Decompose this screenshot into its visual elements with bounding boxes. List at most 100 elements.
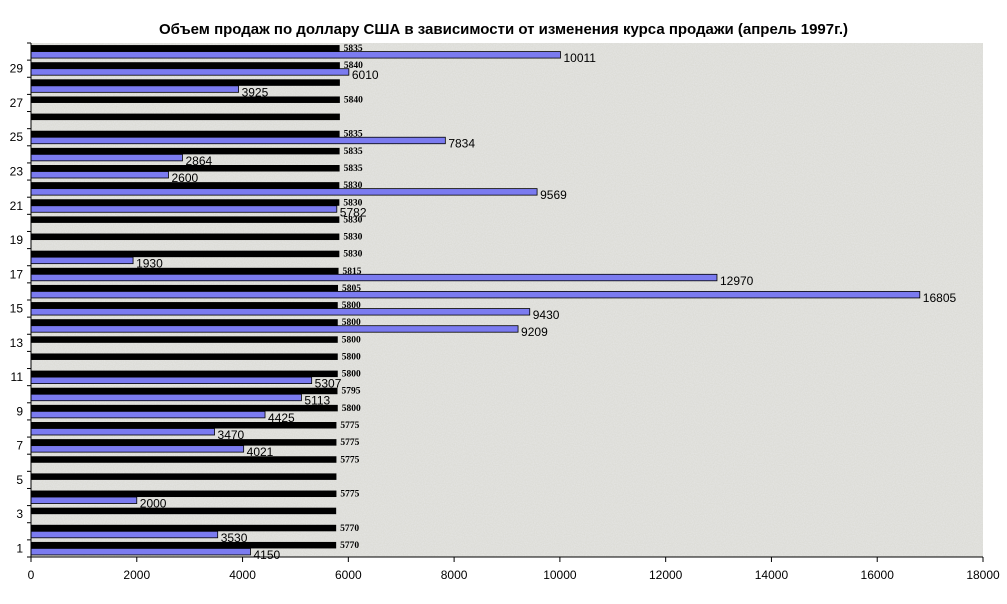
volume-bar: [30, 376, 313, 385]
volume-bar: [30, 51, 561, 59]
rate-data-label: 5795: [341, 387, 360, 397]
y-tick-label: 9: [16, 404, 23, 418]
y-tick-label: 29: [10, 62, 24, 76]
volume-bar: [30, 325, 519, 333]
volume-data-label: 2864: [185, 154, 212, 168]
rate-bar: [31, 439, 337, 446]
volume-bar: [30, 85, 239, 93]
y-tick-label: 15: [10, 302, 24, 316]
rate-data-label: 5770: [340, 524, 359, 534]
rate-bar: [31, 233, 340, 241]
chart-title: Объем продаж по доллару США в зависимост…: [158, 21, 849, 38]
volume-data-label: 4021: [247, 445, 274, 459]
rate-data-label: 5840: [344, 95, 363, 105]
rate-bar: [31, 267, 339, 275]
rate-bar: [31, 336, 338, 343]
rate-data-label: 5775: [340, 455, 359, 465]
volume-data-label: 16805: [923, 291, 957, 305]
y-tick-label: 5: [16, 473, 23, 487]
rate-data-label: 5835: [344, 147, 363, 157]
volume-bar: [30, 153, 183, 162]
x-tick-label: 4000: [229, 568, 256, 582]
rate-data-label: 5840: [344, 61, 363, 71]
y-tick-label: 21: [10, 199, 24, 213]
volume-bar: [30, 256, 134, 265]
volume-bar: [30, 188, 538, 196]
x-tick-label: 16000: [861, 568, 895, 582]
volume-data-label: 2600: [172, 171, 199, 185]
volume-bar: [30, 445, 245, 453]
rate-data-label: 5830: [343, 250, 362, 260]
rate-data-label: 5800: [342, 352, 361, 362]
volume-bar: [30, 410, 266, 419]
rate-bar: [31, 524, 337, 532]
rate-bar: [31, 182, 340, 189]
y-tick-label: 27: [10, 96, 24, 110]
rate-bar: [31, 96, 340, 103]
rate-bar: [31, 370, 338, 378]
rate-data-label: 5830: [343, 233, 362, 243]
y-tick-label: 1: [16, 541, 23, 555]
y-tick-label: 7: [16, 439, 23, 453]
volume-bar: [30, 291, 921, 299]
rate-data-label: 5835: [344, 130, 363, 140]
volume-data-label: 9209: [521, 325, 548, 339]
rate-bar: [31, 199, 340, 206]
x-tick-label: 0: [28, 568, 35, 582]
rate-data-label: 5800: [342, 370, 361, 380]
volume-bar: [30, 136, 446, 145]
rate-bar: [31, 284, 339, 292]
rate-data-label: 5775: [340, 438, 359, 448]
rate-bar: [31, 507, 337, 515]
volume-bar: [30, 68, 350, 76]
volume-data-label: 9569: [540, 188, 567, 202]
y-tick-label: 17: [10, 267, 24, 281]
rate-bar: [31, 302, 338, 309]
volume-data-label: 1930: [136, 257, 163, 271]
rate-bar: [31, 353, 338, 360]
volume-bar: [30, 308, 531, 316]
x-tick-label: 2000: [123, 568, 150, 582]
y-tick-label: 25: [10, 130, 24, 144]
x-tick-label: 10000: [543, 568, 577, 582]
rate-data-label: 5830: [343, 198, 362, 208]
rate-bar: [31, 216, 340, 223]
rate-bar: [31, 113, 340, 121]
volume-data-label: 3530: [221, 531, 248, 545]
volume-data-label: 3470: [218, 428, 245, 442]
x-tick-label: 14000: [755, 568, 789, 582]
volume-data-label: 7834: [448, 137, 475, 151]
rate-data-label: 5830: [343, 181, 362, 191]
volume-bar: [30, 273, 718, 282]
rate-data-label: 5775: [340, 421, 359, 431]
y-tick-label: 11: [11, 370, 24, 384]
rate-bar: [31, 147, 340, 155]
volume-data-label: 6010: [352, 68, 379, 82]
x-tick-label: 8000: [441, 568, 468, 582]
volume-bar: [30, 496, 138, 504]
rate-bar: [31, 541, 337, 549]
volume-bar: [30, 428, 215, 436]
volume-data-label: 10011: [563, 51, 596, 65]
rate-bar: [31, 404, 338, 412]
rate-data-label: 5800: [342, 318, 361, 328]
rate-bar: [31, 165, 340, 172]
rate-bar: [31, 319, 338, 326]
rate-bar: [31, 387, 338, 395]
volume-bar: [30, 393, 302, 402]
volume-data-label: 4150: [253, 548, 280, 562]
rate-bar: [31, 490, 337, 498]
rate-bar: [31, 473, 337, 480]
volume-bar: [30, 530, 219, 539]
volume-bar: [30, 548, 251, 556]
rate-bar: [31, 422, 337, 429]
rate-bar: [31, 45, 340, 52]
rate-data-label: 5800: [342, 404, 361, 414]
volume-data-label: 4425: [268, 411, 295, 425]
volume-bar: [30, 171, 169, 179]
y-tick-label: 3: [16, 507, 23, 521]
y-tick-label: 13: [10, 336, 24, 350]
rate-data-label: 5775: [340, 490, 359, 500]
volume-data-label: 5782: [340, 205, 367, 219]
